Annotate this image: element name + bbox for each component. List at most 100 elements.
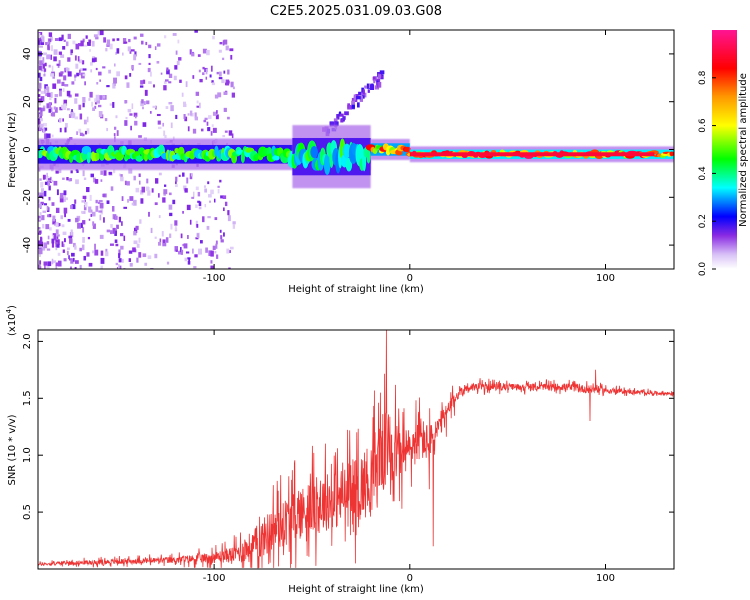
noise-speckle — [64, 67, 67, 73]
noise-speckle — [217, 188, 220, 194]
noise-speckle — [51, 258, 54, 265]
noise-speckle — [230, 246, 234, 250]
noise-speckle — [78, 128, 82, 133]
noise-speckle — [228, 267, 231, 269]
colorbar-ticks: 0.0 0.2 0.4 0.6 0.8 — [698, 70, 716, 276]
noise-speckle — [129, 196, 134, 201]
noise-speckle — [210, 131, 213, 136]
noise-speckle — [92, 250, 95, 254]
noise-speckle — [145, 41, 148, 46]
noise-speckle — [52, 83, 57, 89]
snr-multiplier: (x104) — [5, 305, 18, 336]
noise-speckle — [340, 119, 344, 123]
noise-speckle — [148, 44, 152, 49]
noise-speckle — [139, 219, 142, 224]
noise-speckle — [118, 253, 121, 259]
noise-speckle — [118, 258, 122, 263]
noise-speckle — [43, 242, 48, 249]
noise-speckle — [147, 255, 152, 259]
noise-speckle — [67, 250, 69, 256]
noise-speckle — [91, 211, 96, 217]
noise-speckle — [65, 197, 68, 201]
noise-speckle — [202, 48, 207, 54]
noise-speckle — [110, 186, 114, 191]
noise-speckle — [169, 212, 173, 217]
noise-speckle — [47, 261, 52, 267]
noise-speckle — [156, 43, 161, 47]
noise-speckle — [65, 67, 69, 71]
colorbar-tick-label: 0.2 — [698, 214, 708, 228]
noise-speckle — [351, 104, 355, 108]
snr-multiplier-base: (x10 — [7, 313, 18, 336]
noise-speckle — [59, 106, 63, 111]
noise-speckle — [220, 195, 224, 199]
noise-speckle — [44, 265, 46, 269]
noise-speckle — [165, 237, 169, 243]
noise-speckle — [182, 210, 185, 214]
colorbar-label: Normalized spectral amplitude — [738, 73, 749, 227]
noise-speckle — [195, 91, 200, 96]
noise-speckle — [184, 257, 188, 262]
noise-speckle — [94, 101, 98, 105]
noise-speckle — [142, 106, 144, 110]
noise-speckle — [189, 110, 193, 116]
noise-speckle — [195, 220, 198, 227]
noise-speckle — [162, 242, 167, 247]
noise-speckle — [99, 30, 104, 36]
noise-speckle — [88, 218, 91, 221]
noise-speckle — [162, 239, 166, 246]
noise-speckle — [211, 82, 216, 86]
noise-speckle — [98, 210, 103, 213]
noise-speckle — [38, 203, 42, 208]
noise-speckle — [227, 210, 230, 216]
ridge-core — [409, 152, 655, 157]
noise-speckle — [166, 69, 170, 75]
noise-speckle — [196, 105, 201, 108]
noise-speckle — [72, 257, 75, 262]
noise-speckle — [370, 84, 375, 90]
noise-speckle — [330, 121, 335, 127]
noise-speckle — [76, 170, 79, 173]
noise-speckle — [91, 101, 94, 107]
noise-speckle — [181, 92, 184, 97]
noise-speckle — [74, 116, 78, 120]
noise-speckle — [226, 248, 230, 254]
noise-speckle — [203, 185, 207, 188]
noise-speckle — [127, 46, 131, 52]
noise-speckle — [189, 219, 192, 225]
noise-speckle — [63, 199, 66, 202]
noise-speckle — [102, 193, 106, 198]
noise-speckle — [220, 239, 224, 243]
noise-speckle — [56, 189, 59, 196]
noise-speckle — [71, 204, 76, 210]
noise-speckle — [197, 191, 201, 197]
noise-speckle — [95, 199, 98, 204]
noise-speckle — [110, 243, 114, 246]
noise-speckle — [185, 251, 190, 254]
noise-speckle — [94, 57, 97, 62]
x-tick-label: -100 — [203, 273, 226, 284]
noise-speckle — [52, 76, 55, 79]
noise-speckle — [145, 186, 149, 191]
noise-speckle — [154, 46, 157, 51]
noise-speckle — [40, 202, 44, 206]
noise-speckle — [67, 33, 71, 39]
noise-speckle — [116, 48, 120, 54]
noise-speckle — [377, 74, 382, 79]
noise-speckle — [136, 257, 139, 263]
noise-speckle — [83, 204, 87, 211]
noise-speckle — [39, 195, 43, 198]
noise-speckle — [168, 204, 173, 210]
noise-speckle — [47, 178, 52, 181]
noise-speckle — [113, 83, 116, 86]
ridge-blob — [189, 151, 196, 160]
noise-speckle — [123, 206, 128, 209]
snr-y-ticks: 0.5 1.0 1.5 2.0 — [22, 333, 674, 520]
colorbar-tick-label: 0.4 — [698, 166, 708, 181]
noise-speckle — [81, 210, 84, 214]
noise-speckle — [210, 260, 213, 264]
noise-speckle — [126, 82, 130, 88]
noise-speckle — [157, 241, 162, 246]
noise-speckle — [38, 192, 42, 196]
noise-speckle — [39, 45, 43, 48]
